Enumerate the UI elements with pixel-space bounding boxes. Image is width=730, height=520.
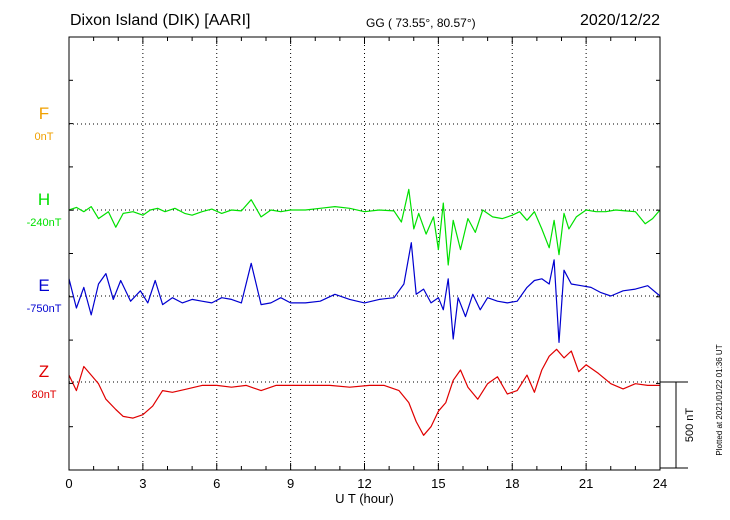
series-baseline-F: 0nT <box>35 131 54 143</box>
series-line-Z <box>68 348 660 436</box>
header-coords: GG ( 73.55°, 80.57°) <box>366 16 476 30</box>
x-tick-label: 18 <box>505 476 519 491</box>
series-line-E <box>68 242 661 343</box>
header-date: 2020/12/22 <box>580 12 661 29</box>
x-tick-label: 24 <box>653 476 667 491</box>
grid <box>69 37 660 470</box>
plotted-at-label: Plotted at 2021/01/22 01:36 UT <box>715 344 724 455</box>
series-line-H <box>68 188 661 266</box>
x-tick-label: 9 <box>287 476 294 491</box>
x-tick-label: 0 <box>65 476 72 491</box>
series-baseline-Z: 80nT <box>31 389 56 401</box>
series-name-H: H <box>38 190 50 209</box>
x-tick-label: 3 <box>139 476 146 491</box>
series-name-F: F <box>39 104 49 123</box>
x-tick-label: 21 <box>579 476 593 491</box>
x-tick-label: 6 <box>213 476 220 491</box>
series-lines <box>68 188 661 436</box>
series-labels: F 0nT H -240nT E -750nT Z 80nT <box>27 104 62 401</box>
x-axis-label: U T (hour) <box>335 491 394 506</box>
scale-bar-label: 500 nT <box>684 408 696 443</box>
x-tick-label: 12 <box>357 476 371 491</box>
axes: 0 3 6 9 12 15 18 21 24 U T (hour) 500 nT Plotted at… <box>65 36 724 506</box>
x-tick-label: 15 <box>431 476 445 491</box>
series-baseline-E: -750nT <box>27 303 62 315</box>
series-name-E: E <box>38 276 49 295</box>
series-baseline-H: -240nT <box>27 217 62 229</box>
header-station: Dixon Island (DIK) [AARI] <box>70 12 251 29</box>
series-name-Z: Z <box>39 362 49 381</box>
